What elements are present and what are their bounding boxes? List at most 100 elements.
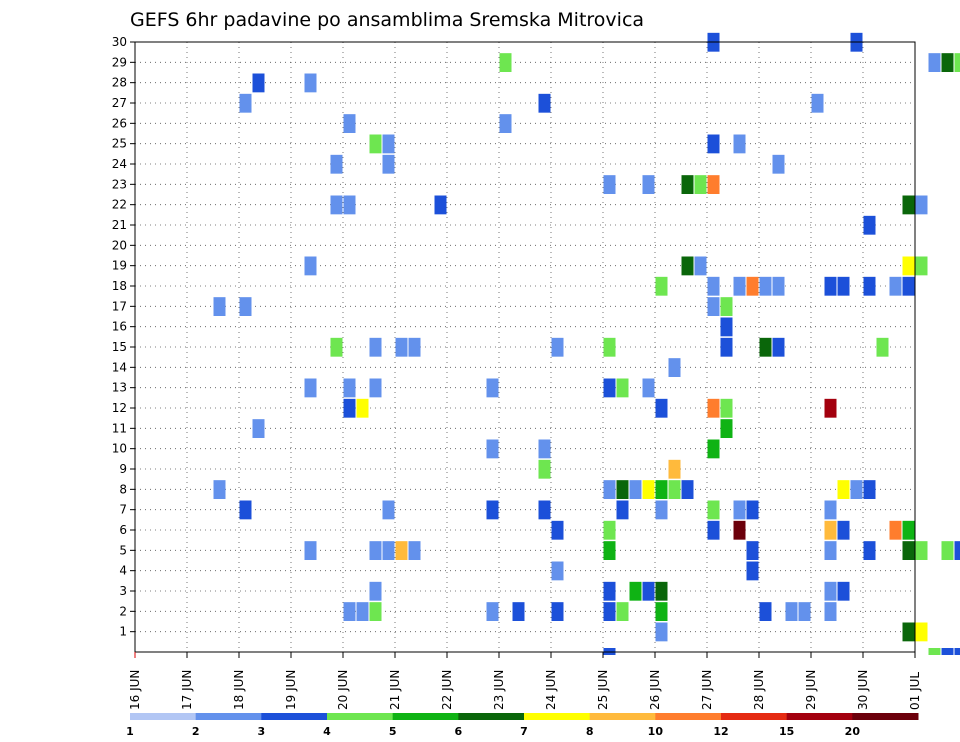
legend-swatch [786,713,853,720]
x-tick-label: 30 JUN [856,670,870,710]
heatmap-cell [902,276,915,296]
heatmap-cell [382,154,395,174]
heatmap-cell [759,602,772,621]
y-tick-label: 21 [112,218,127,232]
legend-label: 20 [845,725,861,738]
heatmap-cell [603,541,616,560]
legend-swatch [524,713,591,720]
heatmap-cell [928,53,941,72]
heatmap-cell [720,317,733,337]
heatmap-cell [616,500,629,520]
heatmap-cell [642,175,655,194]
heatmap-cell [538,459,551,479]
legend-swatch [327,713,394,720]
heatmap-cell [915,541,928,560]
heatmap-cell [538,93,551,113]
heatmap-cell [343,398,356,418]
heatmap-cell-edge [928,648,941,655]
heatmap-cell [655,398,668,418]
legend-label: 1 [126,725,134,738]
legend-label: 4 [323,725,331,738]
y-tick-label: 2 [119,604,127,618]
heatmap-cell-edge [941,648,954,655]
heatmap-cell [746,276,759,296]
y-tick-label: 7 [119,503,127,517]
heatmap-cell [707,297,720,316]
heatmap-cell [733,134,746,154]
heatmap-cell [486,439,499,459]
heatmap-cell [642,581,655,601]
heatmap-cell [616,602,629,621]
legend-label: 5 [389,725,397,738]
heatmap-cell [642,378,655,398]
heatmap-cell [902,256,915,276]
heatmap-cell [863,276,876,296]
y-tick-label: 16 [112,320,127,334]
heatmap-cell [603,480,616,499]
heatmap-cell [330,154,343,174]
heatmap-cell [681,480,694,499]
heatmap-cell [720,398,733,418]
heatmap-cell [538,439,551,459]
legend-label: 6 [455,725,463,738]
y-tick-label: 15 [112,340,127,354]
y-tick-label: 24 [112,157,127,171]
heatmap-cell [408,337,421,357]
x-tick-label: 26 JUN [648,670,662,710]
heatmap-cell [837,276,850,296]
heatmap-cell [902,195,915,215]
x-tick-label: 28 JUN [752,670,766,710]
heatmap-cell [343,195,356,215]
heatmap-cell [655,480,668,499]
y-tick-label: 8 [119,482,127,496]
y-tick-label: 10 [112,442,127,456]
heatmap-cell [694,256,707,276]
heatmap-cell [707,134,720,154]
heatmap-cell [850,480,863,499]
heatmap-cell [369,602,382,621]
x-tick-label: 21 JUN [388,670,402,710]
grid-lines [135,41,915,652]
y-tick-label: 3 [119,584,127,598]
heatmap-cell [655,581,668,601]
heatmap-cell [629,581,642,601]
heatmap-cell [239,297,252,316]
y-tick-label: 9 [119,462,127,476]
chart-title: GEFS 6hr padavine po ansamblima Sremska … [130,9,644,31]
heatmap-cell [304,378,317,398]
legend-label: 8 [586,725,594,738]
legend-label: 3 [258,725,266,738]
heatmap-cell [941,53,954,72]
heatmap-cell [304,256,317,276]
x-tick-label: 29 JUN [804,670,818,710]
heatmap-cell [759,276,772,296]
heatmap-cell [733,520,746,540]
heatmap-cell [434,195,447,215]
y-tick-label: 28 [112,76,127,90]
y-tick-label: 20 [112,238,127,252]
heatmap-cell [499,53,512,72]
heatmap-cell [382,134,395,154]
heatmap-cell [954,53,960,72]
x-tick-label: 25 JUN [596,670,610,710]
heatmap-cell [551,337,564,357]
color-legend: 1 2 3 4 5 6 7 8 10 12 15 20 [126,713,919,738]
heatmap-cell [642,480,655,499]
heatmap-cell [902,541,915,560]
heatmap-cell [798,602,811,621]
heatmap-cell [382,541,395,560]
legend-swatch [852,713,919,720]
heatmap-cell [772,337,785,357]
heatmap-cell [720,337,733,357]
heatmap-cell [837,520,850,540]
heatmap-cell [746,561,759,581]
y-tick-label: 17 [112,299,127,313]
y-tick-label: 29 [112,55,127,69]
legend-swatch [392,713,459,720]
heatmap-cell [213,297,226,316]
heatmap-cell [772,154,785,174]
heatmap-cell [369,337,382,357]
heatmap-cell [915,256,928,276]
y-tick-label: 18 [112,279,127,293]
